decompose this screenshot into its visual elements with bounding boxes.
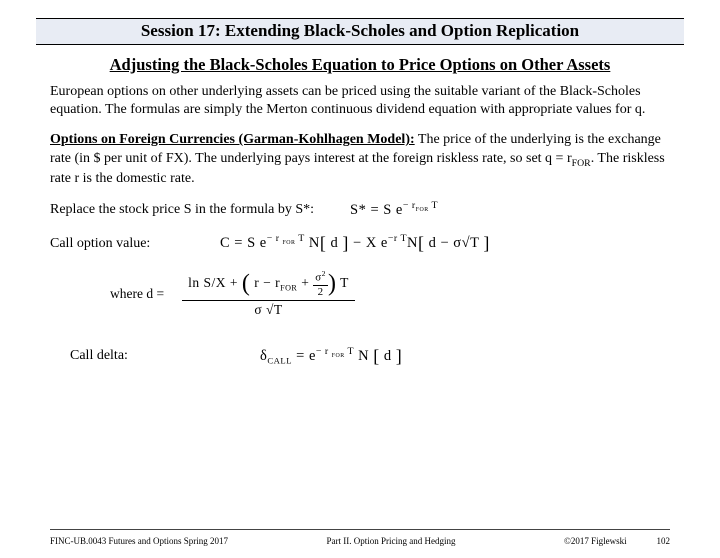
call-delta-row: Call delta: δCALL = e− r FOR T N [ d ] xyxy=(50,346,670,367)
where-label: where d = xyxy=(110,286,164,302)
replace-s-label: Replace the stock price S in the formula… xyxy=(50,202,350,218)
replace-s-row: Replace the stock price S in the formula… xyxy=(50,200,670,219)
footer: FINC-UB.0043 Futures and Options Spring … xyxy=(0,529,720,546)
gk-model-label: Options on Foreign Currencies (Garman-Ko… xyxy=(50,132,415,147)
where-d-row: where d = ln S/X + ( r − rFOR + σ22) T σ… xyxy=(50,270,670,318)
footer-rule xyxy=(50,529,670,530)
session-header: Session 17: Extending Black-Scholes and … xyxy=(36,18,684,45)
call-delta-label: Call delta: xyxy=(70,348,260,364)
sstar-formula: S* = S e− rFOR T xyxy=(350,200,438,219)
call-value-row: Call option value: C = S e− r FOR T N[ d… xyxy=(50,233,670,254)
footer-course: FINC-UB.0043 Futures and Options Spring … xyxy=(50,536,267,546)
d-formula: ln S/X + ( r − rFOR + σ22) T σ √T xyxy=(182,270,355,318)
call-delta-formula: δCALL = e− r FOR T N [ d ] xyxy=(260,346,402,367)
call-value-formula: C = S e− r FOR T N[ d ] − X e−r TN[ d − … xyxy=(220,233,490,254)
subtitle: Adjusting the Black-Scholes Equation to … xyxy=(50,55,670,75)
footer-copyright: ©2017 Figlewski xyxy=(515,536,627,546)
footer-page: 102 xyxy=(627,536,670,546)
session-title: Session 17: Extending Black-Scholes and … xyxy=(36,21,684,41)
footer-part: Part II. Option Pricing and Hedging xyxy=(267,536,515,546)
call-value-label: Call option value: xyxy=(50,236,220,252)
paragraph-1: European options on other underlying ass… xyxy=(50,83,670,119)
paragraph-2: Options on Foreign Currencies (Garman-Ko… xyxy=(50,131,670,188)
